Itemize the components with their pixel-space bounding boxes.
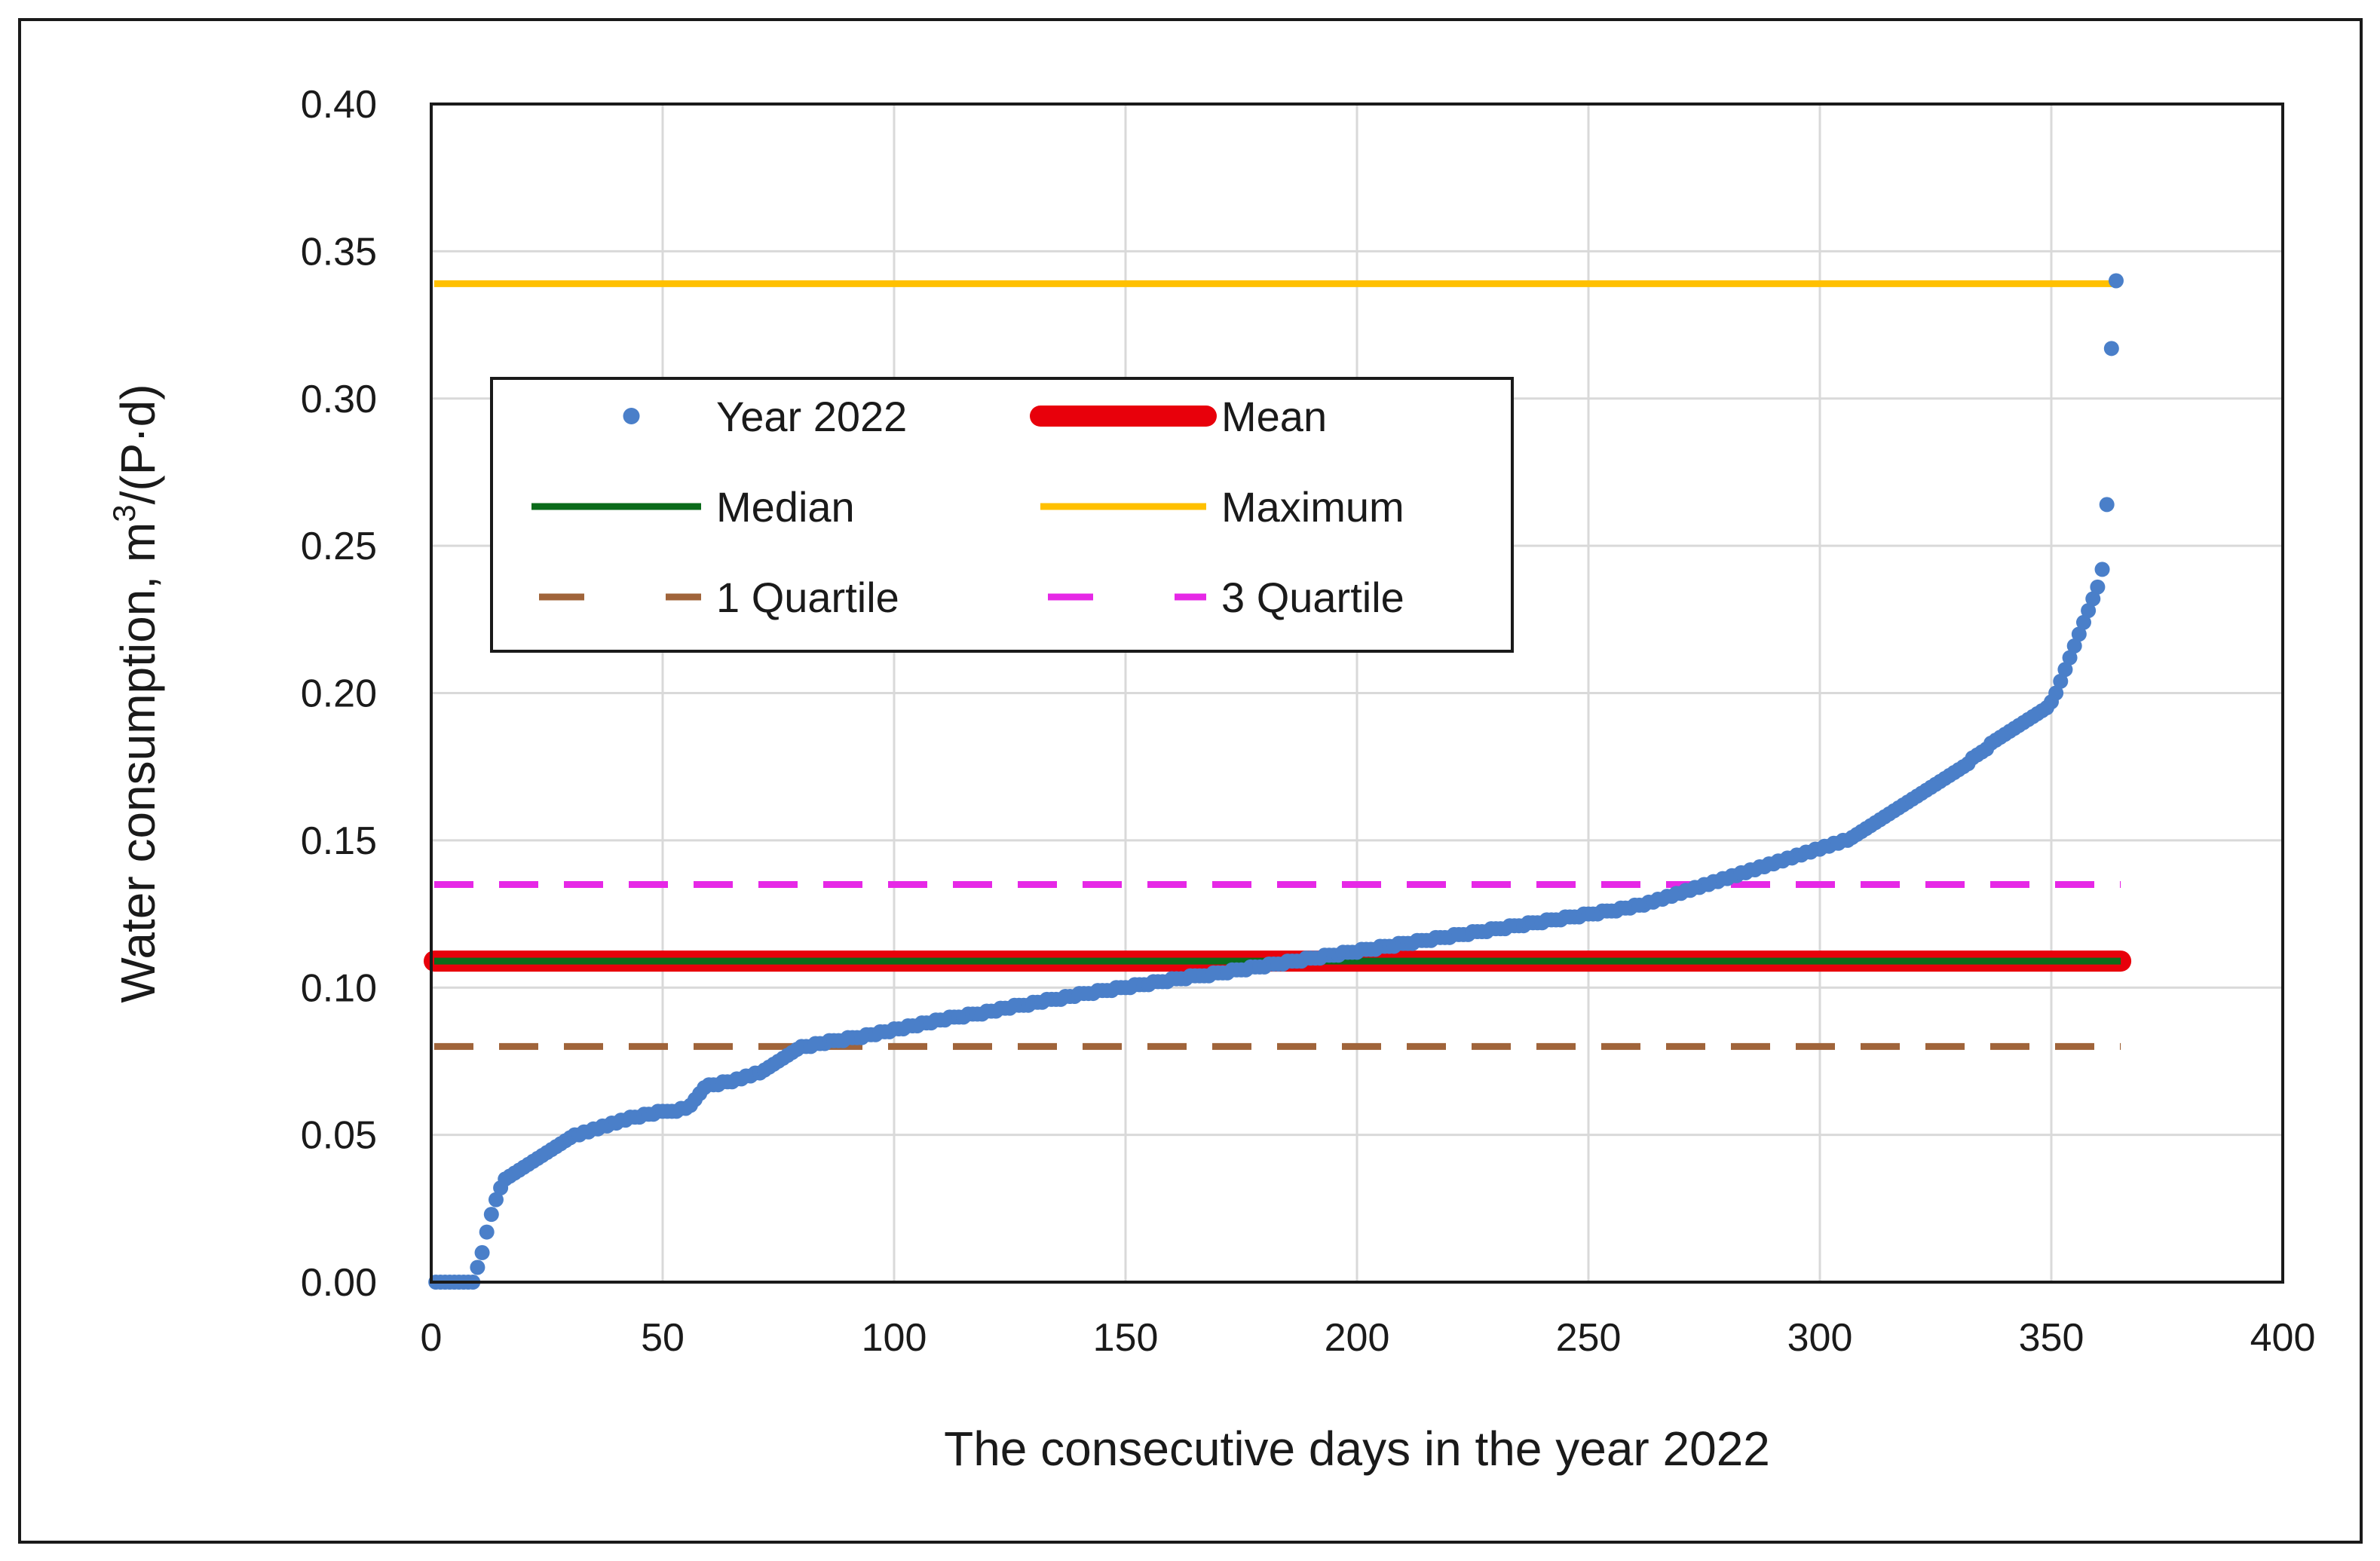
- x-tick-label: 50: [641, 1316, 685, 1360]
- y-tick-label: 0.35: [301, 230, 377, 274]
- legend-box: [490, 377, 1514, 653]
- data-points: [428, 273, 2124, 1290]
- x-tick-label: 350: [2019, 1316, 2084, 1360]
- data-point: [483, 1207, 499, 1223]
- y-tick-label: 0.05: [301, 1114, 377, 1158]
- y-tick-label: 0.15: [301, 819, 377, 863]
- legend-label: 3 Quartile: [1221, 574, 1404, 621]
- legend-label: Year 2022: [716, 393, 907, 440]
- x-tick-label: 150: [1093, 1316, 1159, 1360]
- y-axis-title-suffix: /(P·d): [111, 384, 165, 504]
- legend-label: 1 Quartile: [716, 574, 899, 621]
- y-axis-ticks: 0.00 0.05 0.10 0.15 0.20 0.25 0.30 0.35 0.40: [301, 83, 377, 1305]
- data-point: [474, 1244, 490, 1260]
- plot-area-border: [430, 103, 2284, 1284]
- data-point: [2053, 673, 2069, 689]
- y-tick-label: 0.30: [301, 378, 377, 421]
- legend-items: Year 2022 Mean Median Maximum 1 Quartile 3 Qu…: [531, 393, 1404, 621]
- x-tick-label: 250: [1556, 1316, 1622, 1360]
- data-point: [470, 1260, 485, 1275]
- data-point: [2062, 650, 2078, 666]
- data-point: [2066, 638, 2082, 653]
- data-point: [2085, 591, 2101, 607]
- x-tick-label: 400: [2250, 1316, 2316, 1360]
- legend-marker: [623, 408, 640, 424]
- legend-label: Maximum: [1221, 483, 1404, 531]
- data-point: [2075, 614, 2091, 630]
- y-axis-title-superscript: 3: [106, 504, 142, 522]
- data-point: [2108, 273, 2124, 289]
- y-axis-title-prefix: Water consumption, m: [111, 522, 165, 1003]
- legend-label: Mean: [1221, 393, 1327, 440]
- data-point: [2048, 685, 2064, 701]
- data-point: [2090, 579, 2106, 595]
- y-tick-label: 0.00: [301, 1261, 377, 1305]
- data-point: [2103, 341, 2119, 357]
- y-tick-label: 0.25: [301, 525, 377, 568]
- data-point: [479, 1224, 495, 1240]
- data-point: [2071, 626, 2087, 642]
- x-tick-label: 300: [1787, 1316, 1853, 1360]
- x-tick-label: 200: [1325, 1316, 1390, 1360]
- data-point: [2081, 603, 2097, 619]
- figure-frame: [18, 18, 2363, 1544]
- x-axis-ticks: 0 50 100 150 200 250 300 350 400: [421, 1316, 2316, 1360]
- legend-label: Median: [716, 483, 855, 531]
- data-point: [488, 1192, 504, 1207]
- legend: Year 2022 Mean Median Maximum 1 Quartile 3 Qu…: [490, 377, 1514, 653]
- data-point: [2057, 662, 2073, 678]
- x-tick-label: 0: [421, 1316, 443, 1360]
- y-tick-label: 0.10: [301, 966, 377, 1010]
- y-tick-label: 0.20: [301, 672, 377, 716]
- x-axis-title: The consecutive days in the year 2022: [944, 1422, 1770, 1476]
- data-point: [2094, 562, 2110, 577]
- data-point: [2099, 497, 2115, 513]
- x-tick-label: 100: [862, 1316, 927, 1360]
- y-axis-title: Water consumption, m3/(P·d): [106, 384, 165, 1002]
- y-tick-label: 0.40: [301, 83, 377, 127]
